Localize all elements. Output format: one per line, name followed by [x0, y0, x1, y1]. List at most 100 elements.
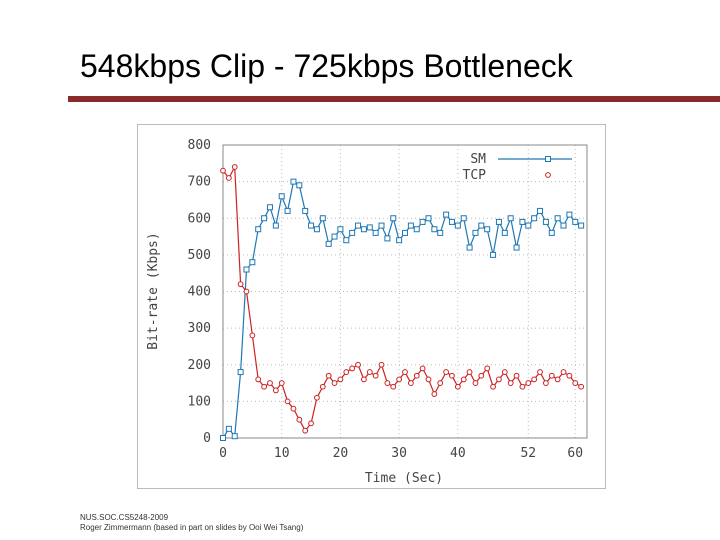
- data-point-sm: [525, 222, 532, 229]
- data-point-tcp: [325, 372, 332, 379]
- chart-frame: 0 100 200 300 400 500 600 700 800 0 10 20 30 40 52 60 S…: [137, 124, 606, 489]
- y-tick-label: 300: [188, 321, 211, 336]
- series-line-sm: [222, 180, 582, 439]
- data-point-tcp: [578, 383, 585, 390]
- data-point-sm: [343, 237, 350, 244]
- y-tick-label: 400: [188, 285, 211, 300]
- data-point-tcp: [460, 376, 467, 383]
- legend-label-tcp: TCP: [463, 168, 487, 183]
- data-point-tcp: [525, 380, 532, 386]
- data-point-tcp: [390, 383, 397, 390]
- data-point-tcp: [331, 380, 338, 386]
- x-tick-label: 40: [450, 446, 466, 461]
- y-tick-label: 0: [203, 431, 211, 446]
- data-point-sm: [460, 215, 467, 222]
- data-point-sm: [390, 215, 397, 222]
- data-point-sm: [308, 222, 315, 229]
- data-point-sm: [513, 244, 520, 251]
- footer-course: NUS.SOC.CS5248-2009: [80, 513, 169, 522]
- data-point-sm: [572, 218, 579, 225]
- data-point-sm: [378, 222, 385, 229]
- data-point-tcp: [507, 380, 514, 386]
- y-tick-label: 800: [188, 138, 211, 153]
- axis-layer: 0 100 200 300 400 500 600 700 800 0 10 20 30 40 52 60: [188, 138, 588, 461]
- data-point-tcp: [302, 427, 309, 434]
- data-point-sm: [537, 207, 544, 214]
- x-axis-label: Time (Sec): [365, 471, 443, 486]
- data-point-sm: [384, 235, 391, 242]
- data-point-sm: [531, 215, 538, 222]
- data-point-tcp: [554, 376, 561, 383]
- data-point-tcp: [220, 167, 226, 174]
- data-point-sm: [325, 240, 332, 247]
- bitrate-chart: 0 100 200 300 400 500 600 700 800 0 10 20 30 40 52 60 S…: [146, 138, 588, 486]
- data-point-sm: [554, 215, 561, 222]
- data-point-tcp: [361, 376, 367, 383]
- data-point-tcp: [243, 288, 250, 295]
- data-point-sm: [437, 229, 444, 236]
- data-point-tcp: [237, 281, 244, 288]
- data-point-sm: [454, 222, 461, 229]
- x-tick-label: 10: [274, 446, 290, 461]
- data-point-tcp: [431, 391, 438, 397]
- data-point-tcp: [413, 372, 420, 379]
- data-point-tcp: [478, 372, 485, 379]
- data-point-tcp: [366, 369, 373, 375]
- data-point-tcp: [425, 376, 432, 383]
- data-point-tcp: [355, 361, 361, 368]
- x-tick-label: 30: [391, 446, 407, 461]
- data-point-tcp: [308, 420, 314, 427]
- title-divider: [68, 96, 720, 102]
- data-point-sm: [448, 218, 455, 225]
- y-tick-label: 600: [188, 211, 211, 226]
- data-point-sm: [272, 222, 279, 229]
- data-point-tcp: [466, 369, 473, 375]
- y-tick-label: 700: [188, 175, 211, 190]
- data-point-tcp: [419, 365, 426, 372]
- slide-footer: NUS.SOC.CS5248-2009 Roger Zimmermann (ba…: [80, 513, 303, 533]
- data-point-sm: [519, 218, 526, 225]
- data-point-sm: [366, 224, 373, 231]
- data-point-tcp: [560, 369, 567, 375]
- data-point-tcp: [454, 383, 461, 390]
- legend: SM TCP: [463, 152, 572, 183]
- footer-author: Roger Zimmermann (based in part on slide…: [80, 523, 304, 532]
- legend-label-sm: SM: [470, 152, 486, 167]
- data-point-tcp: [443, 369, 449, 375]
- data-point-tcp: [501, 369, 508, 375]
- x-tick-label: 20: [333, 446, 349, 461]
- data-point-sm: [566, 211, 573, 218]
- data-point-tcp: [484, 365, 491, 372]
- data-point-sm: [319, 215, 326, 222]
- data-point-tcp: [496, 376, 502, 383]
- data-point-tcp: [449, 372, 455, 379]
- data-point-sm: [249, 259, 256, 266]
- x-tick-label: 52: [520, 446, 536, 461]
- data-point-tcp: [314, 394, 320, 401]
- data-point-tcp: [278, 380, 285, 386]
- data-point-sm: [266, 204, 273, 211]
- data-point-sm: [220, 435, 226, 441]
- data-point-tcp: [225, 175, 232, 181]
- data-point-sm: [490, 251, 497, 258]
- data-point-tcp: [384, 380, 391, 386]
- data-point-tcp: [472, 380, 479, 386]
- data-point-tcp: [290, 405, 297, 412]
- y-tick-label: 200: [188, 358, 211, 373]
- data-point-tcp: [437, 380, 444, 386]
- data-point-sm: [355, 222, 362, 229]
- data-point-sm: [396, 237, 403, 244]
- data-point-sm: [443, 211, 450, 218]
- data-point-tcp: [343, 369, 350, 375]
- data-point-sm: [478, 222, 485, 229]
- data-point-sm: [284, 207, 291, 214]
- data-point-tcp: [402, 369, 408, 375]
- series-layer: [220, 164, 585, 441]
- data-point-tcp: [531, 376, 538, 383]
- data-point-sm: [507, 215, 514, 222]
- legend-marker-tcp: [545, 172, 551, 178]
- data-point-sm: [560, 222, 567, 229]
- slide-title: 548kbps Clip - 725kbps Bottleneck: [80, 48, 573, 84]
- data-point-tcp: [396, 376, 403, 383]
- data-point-tcp: [272, 387, 279, 394]
